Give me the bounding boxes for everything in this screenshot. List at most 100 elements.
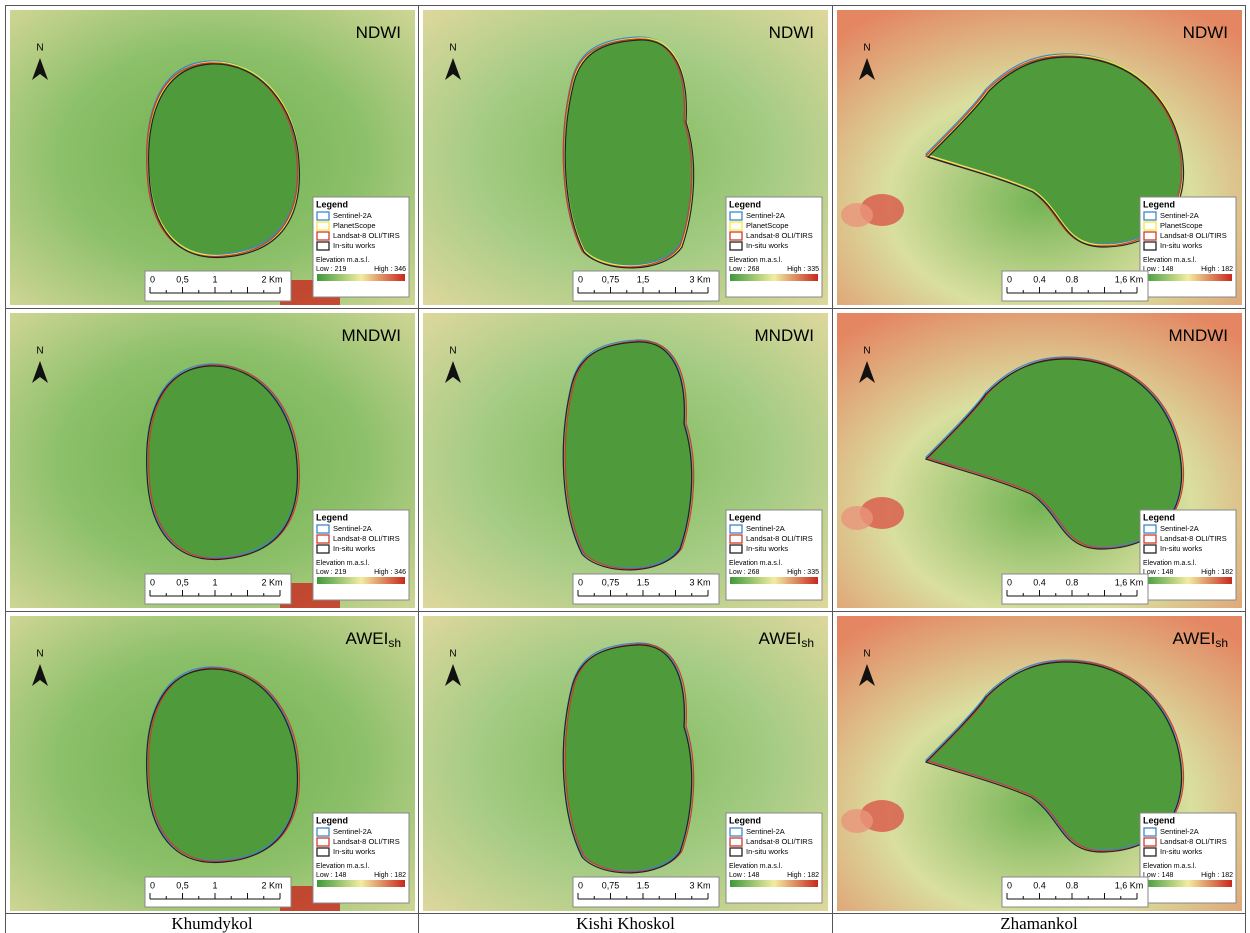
elevation-high-spot	[841, 809, 873, 833]
scale-label: 0,5	[176, 577, 189, 587]
lake-caption: Zhamankol	[832, 913, 1246, 933]
legend-label: Sentinel-2A	[746, 827, 785, 836]
scale-label: 1,6 Km	[1115, 880, 1144, 890]
elevation-ramp	[317, 577, 405, 584]
elevation-label: Elevation m.a.s.l.	[729, 863, 782, 870]
index-title: MNDWI	[342, 326, 401, 345]
elevation-high: High : 182	[787, 872, 819, 879]
elevation-high-spot	[841, 506, 873, 530]
scale-label: 0	[150, 274, 155, 284]
legend-title: Legend	[316, 199, 348, 209]
north-label: N	[449, 43, 456, 54]
index-name: AWEI	[345, 629, 388, 648]
scale-label: 3 Km	[689, 274, 710, 284]
scale-label: 0,5	[176, 274, 189, 284]
legend-title: Legend	[729, 512, 761, 522]
scale-label: 1	[212, 274, 217, 284]
scale-label: 1,6 Km	[1115, 577, 1144, 587]
legend-label: Sentinel-2A	[333, 827, 372, 836]
north-label: N	[36, 649, 43, 660]
legend-title: Legend	[1143, 199, 1175, 209]
index-name: AWEI	[1172, 629, 1215, 648]
scale-label: 0.8	[1066, 274, 1079, 284]
legend-label: Landsat-8 OLI/TIRS	[746, 837, 813, 846]
elevation-high: High : 182	[374, 872, 406, 879]
elevation-high: High : 182	[1201, 569, 1233, 576]
legend-label: In-situ works	[1160, 847, 1202, 856]
index-title: NDWI	[356, 23, 401, 42]
elevation-ramp	[317, 880, 405, 887]
scale-label: 0,5	[176, 880, 189, 890]
scale-label: 0,75	[602, 274, 620, 284]
elevation-high: High : 335	[787, 569, 819, 576]
index-subscript: sh	[388, 636, 401, 650]
elevation-ramp	[317, 274, 405, 281]
index-name: NDWI	[769, 23, 814, 42]
legend-label: In-situ works	[746, 241, 788, 250]
legend-label: PlanetScope	[1160, 221, 1203, 230]
elevation-low: Low : 268	[729, 266, 759, 273]
scale-label: 0	[150, 880, 155, 890]
elevation-label: Elevation m.a.s.l.	[1143, 560, 1196, 567]
legend-label: Landsat-8 OLI/TIRS	[1160, 231, 1227, 240]
scale-label: 1	[212, 880, 217, 890]
scale-label: 2 Km	[261, 577, 282, 587]
index-name: NDWI	[1183, 23, 1228, 42]
index-name: AWEI	[758, 629, 801, 648]
legend-label: Sentinel-2A	[1160, 827, 1199, 836]
legend-label: In-situ works	[746, 847, 788, 856]
legend-title: Legend	[316, 815, 348, 825]
legend-title: Legend	[1143, 512, 1175, 522]
elevation-label: Elevation m.a.s.l.	[316, 257, 369, 264]
legend-label: In-situ works	[333, 544, 375, 553]
elevation-high: High : 346	[374, 266, 406, 273]
scale-label: 1.5	[637, 880, 650, 890]
elevation-high: High : 182	[1201, 266, 1233, 273]
elevation-high: High : 182	[1201, 872, 1233, 879]
legend-label: Sentinel-2A	[333, 524, 372, 533]
elevation-high: High : 335	[787, 266, 819, 273]
legend-label: In-situ works	[746, 544, 788, 553]
map-panel: NAWEIshLegendSentinel-2ALandsat-8 OLI/TI…	[5, 611, 419, 914]
legend-label: Landsat-8 OLI/TIRS	[746, 534, 813, 543]
legend-title: Legend	[729, 815, 761, 825]
elevation-ramp	[730, 577, 818, 584]
scale-label: 0.4	[1033, 274, 1046, 284]
map-panel: NNDWILegendSentinel-2APlanetScopeLandsat…	[832, 5, 1246, 309]
legend-title: Legend	[316, 512, 348, 522]
scale-label: 3 Km	[689, 880, 710, 890]
index-name: MNDWI	[1169, 326, 1228, 345]
elevation-label: Elevation m.a.s.l.	[316, 560, 369, 567]
legend-label: Sentinel-2A	[1160, 524, 1199, 533]
scale-label: 3 Km	[689, 577, 710, 587]
legend-label: In-situ works	[1160, 241, 1202, 250]
elevation-ramp	[730, 274, 818, 281]
scale-label: 0.8	[1066, 577, 1079, 587]
legend-label: Sentinel-2A	[333, 211, 372, 220]
north-label: N	[863, 43, 870, 54]
lake	[564, 38, 692, 266]
elevation-high-spot	[841, 203, 873, 227]
scale-label: 0	[1007, 880, 1012, 890]
elevation-ramp	[1144, 274, 1232, 281]
scale-label: 0.4	[1033, 577, 1046, 587]
legend-label: Landsat-8 OLI/TIRS	[333, 231, 400, 240]
legend-label: Sentinel-2A	[746, 524, 785, 533]
elevation-ramp	[1144, 577, 1232, 584]
scale-label: 0,75	[602, 577, 620, 587]
scale-label: 0	[1007, 577, 1012, 587]
elevation-low: Low : 148	[316, 872, 346, 879]
elevation-low: Low : 219	[316, 266, 346, 273]
lake	[564, 644, 692, 872]
elevation-label: Elevation m.a.s.l.	[1143, 257, 1196, 264]
legend-label: Sentinel-2A	[746, 211, 785, 220]
scale-label: 1	[212, 577, 217, 587]
scale-label: 1,5	[637, 274, 650, 284]
scale-label: 1.5	[637, 577, 650, 587]
